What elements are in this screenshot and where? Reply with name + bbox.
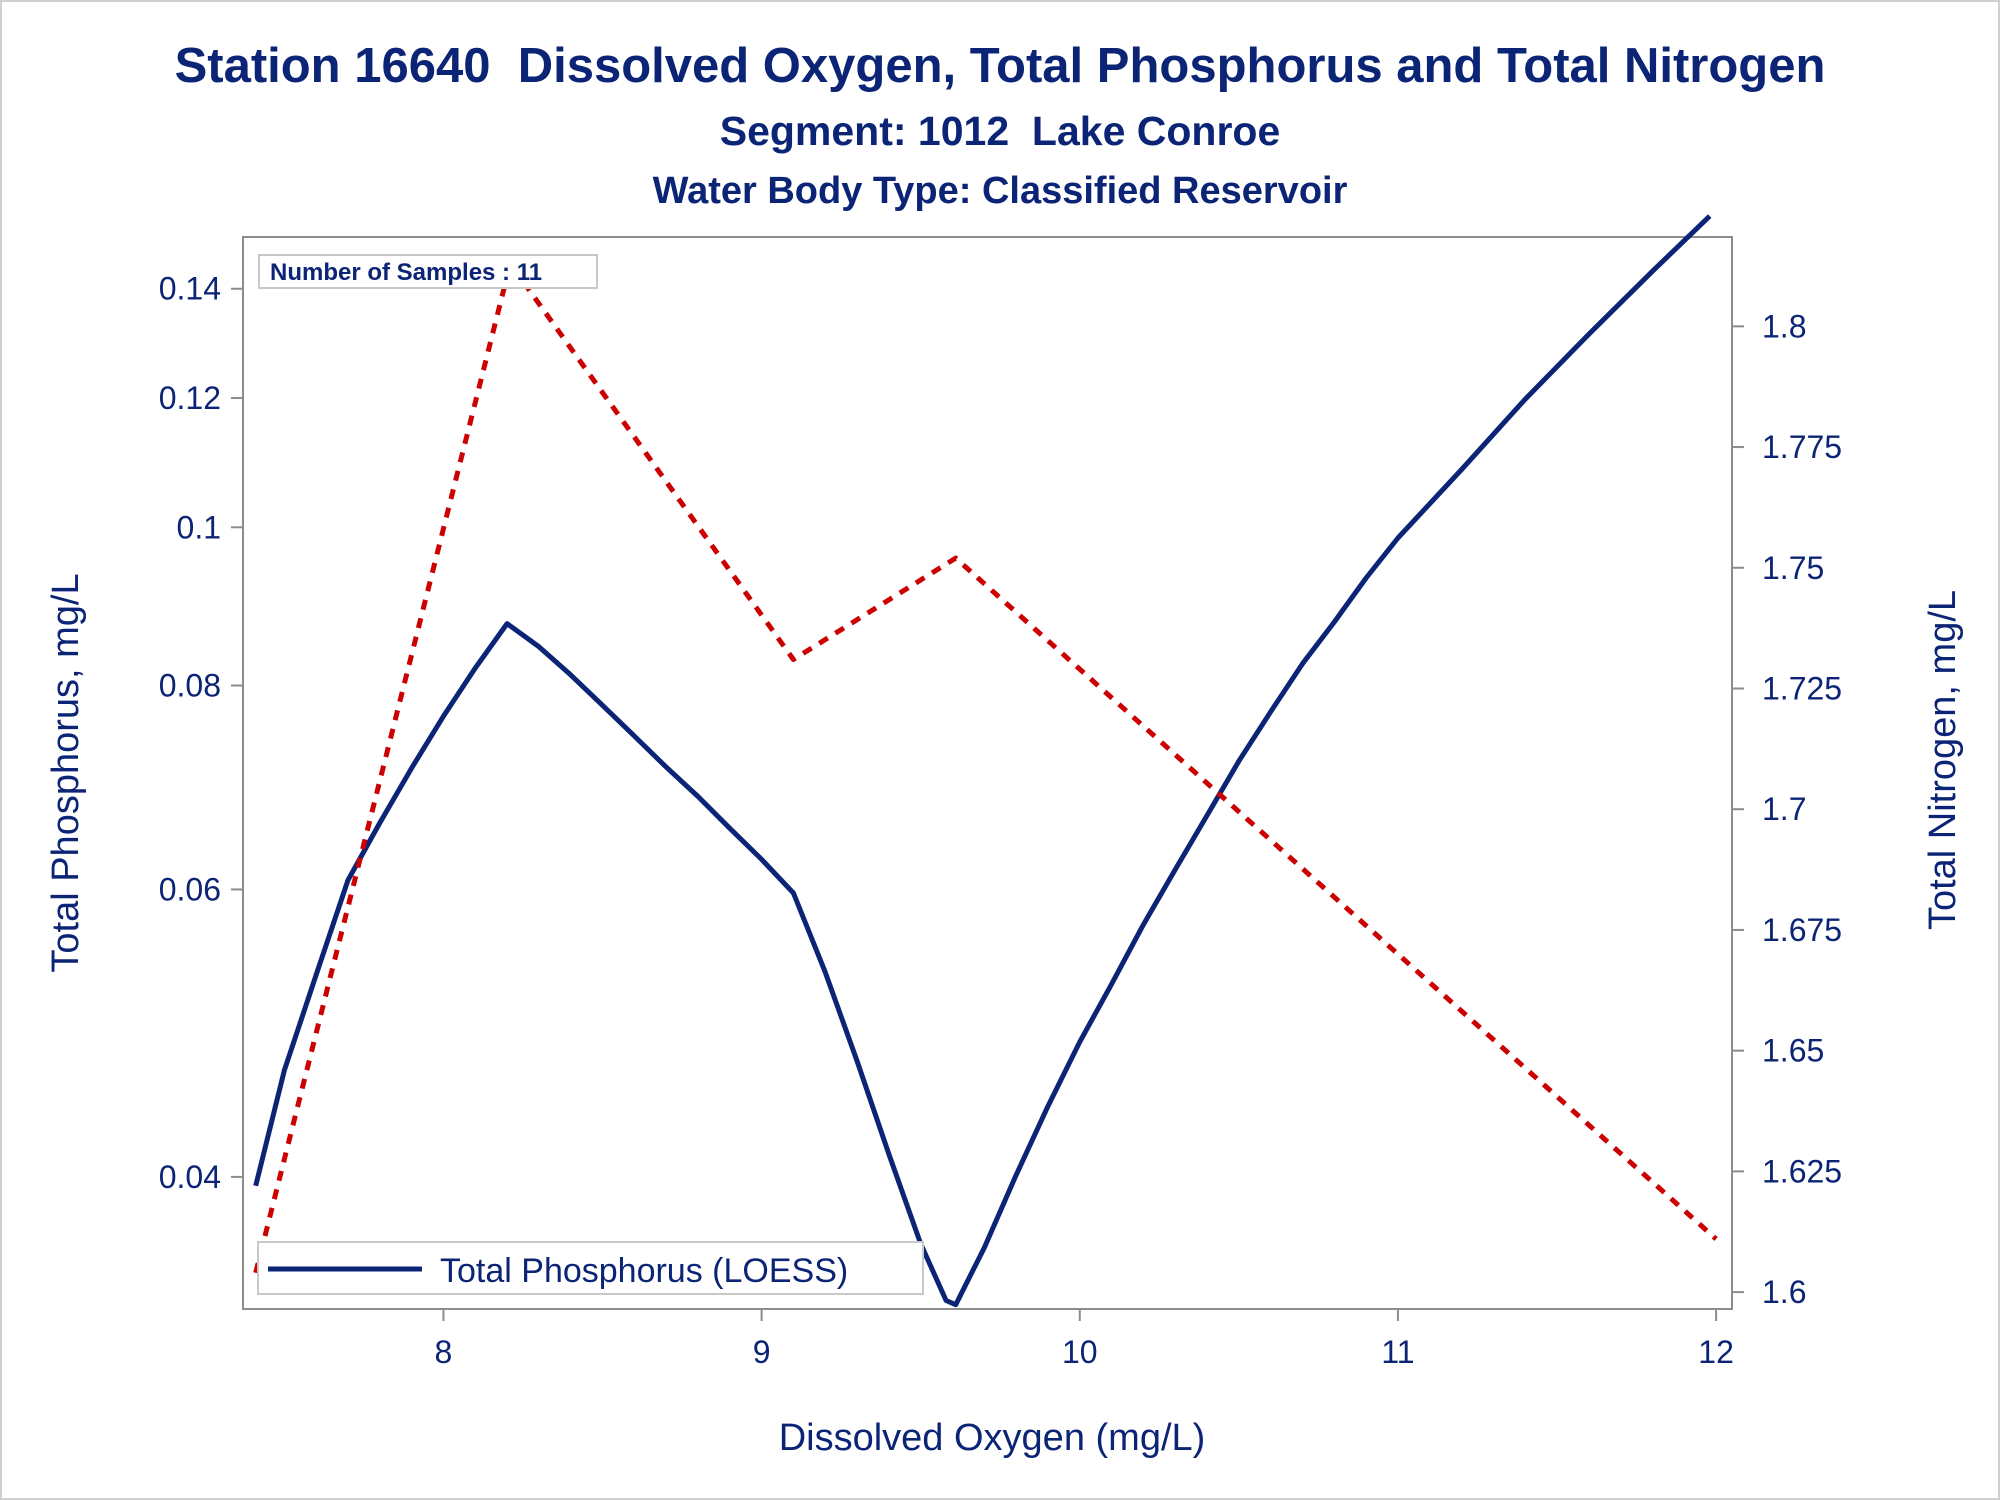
- chart-subtitle-2: Water Body Type: Classified Reservoir: [652, 170, 1348, 212]
- y2-tick-label: 1.725: [1762, 670, 1842, 706]
- x-tick-label: 10: [1062, 1334, 1098, 1370]
- y2-tick-label: 1.75: [1762, 550, 1824, 586]
- y-tick-label: 0.14: [159, 271, 221, 307]
- y-tick-label: 0.06: [159, 871, 221, 907]
- y2-axis-label: Total Nitrogen, mg/L: [1922, 590, 1964, 930]
- y2-tick-label: 1.625: [1762, 1153, 1842, 1189]
- legend-label-phosphorus: Total Phosphorus (LOESS): [440, 1252, 848, 1290]
- chart-subtitle: Segment: 1012 Lake Conroe: [719, 108, 1281, 154]
- y-tick-label: 0.12: [159, 380, 221, 416]
- x-axis-label: Dissolved Oxygen (mg/L): [779, 1417, 1206, 1459]
- y2-tick-label: 1.65: [1762, 1033, 1824, 1069]
- x-tick-label: 11: [1381, 1334, 1414, 1370]
- y2-tick-label: 1.6: [1762, 1274, 1806, 1310]
- y2-tick-label: 1.675: [1762, 912, 1842, 948]
- x-tick-label: 8: [435, 1334, 453, 1370]
- x-tick-label: 12: [1698, 1334, 1734, 1370]
- y2-tick-label: 1.8: [1762, 308, 1806, 344]
- chart-title: Station 16640 Dissolved Oxygen, Total Ph…: [174, 39, 1826, 93]
- y-axis-label: Total Phosphorus, mg/L: [45, 573, 87, 972]
- inset-label: Number of Samples : 11: [270, 259, 542, 286]
- y2-tick-label: 1.775: [1762, 429, 1842, 465]
- series-line-total-nitrogen: [253, 261, 1718, 1274]
- x-tick-label: 9: [753, 1334, 771, 1370]
- inset-box: [258, 254, 598, 289]
- y-tick-label: 0.08: [159, 667, 221, 703]
- y-tick-label: 0.1: [177, 509, 221, 545]
- y2-tick-label: 1.7: [1762, 791, 1806, 827]
- y-tick-label: 0.04: [159, 1159, 221, 1195]
- plot-area: [242, 236, 1733, 1310]
